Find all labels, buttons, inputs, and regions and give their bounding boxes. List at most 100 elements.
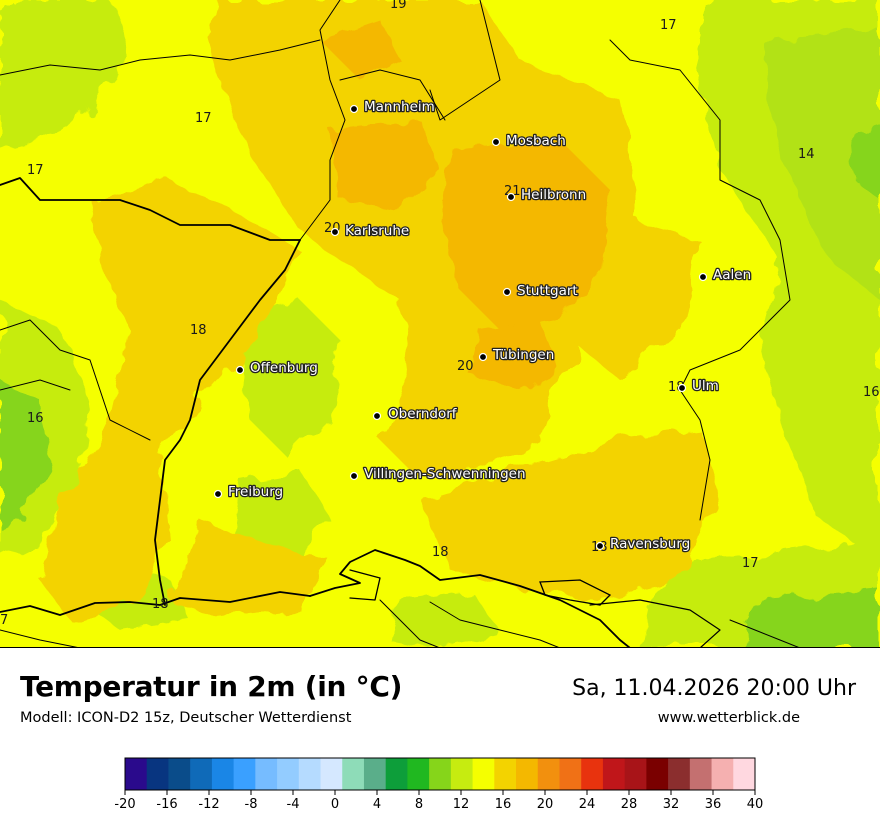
city-dot bbox=[506, 192, 516, 202]
legend-swatch bbox=[146, 758, 169, 790]
legend-swatch bbox=[211, 758, 235, 790]
city-label: Ravensburg bbox=[610, 536, 690, 552]
cool-areas bbox=[0, 0, 880, 648]
legend-swatch bbox=[125, 758, 148, 790]
city-label: Aalen bbox=[713, 267, 751, 283]
city-dot bbox=[330, 227, 340, 237]
temp-label: 17 bbox=[660, 18, 677, 33]
city-label: Mosbach bbox=[506, 133, 566, 149]
legend-frame bbox=[124, 757, 756, 791]
legend-tick-label: 28 bbox=[621, 797, 638, 812]
city-dot bbox=[698, 272, 708, 282]
legend-tick-label: -16 bbox=[156, 797, 177, 812]
city-label: Mannheim bbox=[364, 99, 435, 115]
city-freiburg[interactable]: Freiburg bbox=[213, 483, 284, 501]
city-mannheim[interactable]: Mannheim bbox=[349, 98, 436, 116]
city-dot bbox=[372, 411, 382, 421]
city-oberndorf[interactable]: Oberndorf bbox=[372, 405, 459, 423]
legend-swatch bbox=[450, 758, 474, 790]
legend-swatch bbox=[537, 758, 560, 790]
legend-tick-label: 20 bbox=[537, 797, 554, 812]
legend-swatch bbox=[320, 758, 343, 790]
legend-swatch bbox=[298, 758, 322, 790]
warmest-areas bbox=[320, 20, 610, 390]
city-ulm[interactable]: Ulm bbox=[677, 377, 720, 395]
legend-swatch bbox=[407, 758, 430, 790]
temp-label: 16 bbox=[863, 385, 880, 400]
city-dot bbox=[213, 489, 223, 499]
city-label: Oberndorf bbox=[388, 406, 458, 422]
legend-swatch bbox=[602, 758, 626, 790]
city-dot bbox=[491, 137, 501, 147]
city-label: Freiburg bbox=[228, 484, 283, 500]
city-ravensburg[interactable]: Ravensburg bbox=[595, 535, 692, 553]
legend-tick-label: 36 bbox=[705, 797, 722, 812]
city-aalen[interactable]: Aalen bbox=[698, 266, 752, 284]
legend-tick-label: -8 bbox=[245, 797, 258, 812]
legend-tick-label: 32 bbox=[663, 797, 680, 812]
legend-swatch bbox=[559, 758, 582, 790]
city-tuebingen[interactable]: Tübingen bbox=[478, 346, 556, 364]
city-heilbronn[interactable]: Heilbronn bbox=[506, 186, 587, 204]
city-dot bbox=[595, 541, 605, 551]
legend-tick-label: 24 bbox=[579, 797, 596, 812]
temp-label: 18 bbox=[190, 323, 207, 338]
city-label: Karlsruhe bbox=[345, 223, 409, 239]
legend-swatch bbox=[168, 758, 191, 790]
legend-swatch bbox=[429, 758, 452, 790]
legend-swatch bbox=[733, 758, 756, 790]
legend-swatch bbox=[255, 758, 278, 790]
legend-tick-label: 40 bbox=[747, 797, 764, 812]
legend-swatch bbox=[363, 758, 387, 790]
legend-swatch bbox=[385, 758, 408, 790]
city-villingen-schwenningen[interactable]: Villingen-Schwenningen bbox=[349, 465, 527, 483]
temp-label: 14 bbox=[798, 147, 815, 162]
temp-label: 17 bbox=[742, 556, 759, 571]
legend-tick-label: -12 bbox=[198, 797, 219, 812]
legend-tick-label: 4 bbox=[373, 797, 381, 812]
city-karlsruhe[interactable]: Karlsruhe bbox=[330, 222, 411, 240]
website-link[interactable]: www.wetterblick.de bbox=[657, 710, 800, 726]
temp-label: 16 bbox=[27, 411, 44, 426]
model-info: Modell: ICON-D2 15z, Deutscher Wetterdie… bbox=[20, 710, 352, 726]
legend-tick-label: 16 bbox=[495, 797, 512, 812]
legend-swatch bbox=[516, 758, 539, 790]
legend-swatch bbox=[494, 758, 517, 790]
city-dot bbox=[677, 383, 687, 393]
borders bbox=[0, 0, 801, 648]
city-markers: Mannheim Mosbach Heilbronn Karlsruhe Aal… bbox=[213, 98, 752, 553]
legend-tick-label: 12 bbox=[453, 797, 470, 812]
legend-swatches bbox=[125, 758, 756, 790]
legend-swatch bbox=[342, 758, 365, 790]
forecast-datetime: Sa, 11.04.2026 20:00 Uhr bbox=[572, 676, 856, 701]
city-stuttgart[interactable]: Stuttgart bbox=[502, 282, 579, 300]
lakes bbox=[539, 579, 612, 606]
legend-tick-label: 8 bbox=[415, 797, 423, 812]
temp-label: 7 bbox=[0, 613, 8, 628]
temperature-labels: 19 17 17 17 14 21 20 18 20 18 16 16 18 1… bbox=[0, 0, 880, 628]
legend-swatch bbox=[646, 758, 669, 790]
temp-label: 17 bbox=[27, 163, 44, 178]
city-dot bbox=[349, 471, 359, 481]
bodensee bbox=[539, 579, 612, 606]
map-title: Temperatur in 2m (in °C) bbox=[20, 670, 403, 703]
legend-swatch bbox=[668, 758, 691, 790]
legend-swatch bbox=[581, 758, 604, 790]
city-dot bbox=[235, 365, 245, 375]
legend-swatch bbox=[711, 758, 734, 790]
legend-swatch bbox=[689, 758, 713, 790]
legend-tick-label: 0 bbox=[331, 797, 339, 812]
temp-label: 19 bbox=[390, 0, 407, 12]
legend-tick-label: -20 bbox=[114, 797, 135, 812]
city-dot bbox=[502, 287, 512, 297]
city-mosbach[interactable]: Mosbach bbox=[491, 132, 567, 150]
city-label: Ulm bbox=[692, 378, 719, 394]
legend-swatch bbox=[190, 758, 213, 790]
city-label: Stuttgart bbox=[517, 283, 578, 299]
city-label: Heilbronn bbox=[521, 187, 586, 203]
temp-label: 20 bbox=[457, 359, 474, 374]
city-offenburg[interactable]: Offenburg bbox=[235, 359, 319, 377]
city-label: Offenburg bbox=[250, 360, 318, 376]
temp-label: 18 bbox=[152, 597, 169, 612]
map-canvas: 19 17 17 17 14 21 20 18 20 18 16 16 18 1… bbox=[0, 0, 880, 648]
